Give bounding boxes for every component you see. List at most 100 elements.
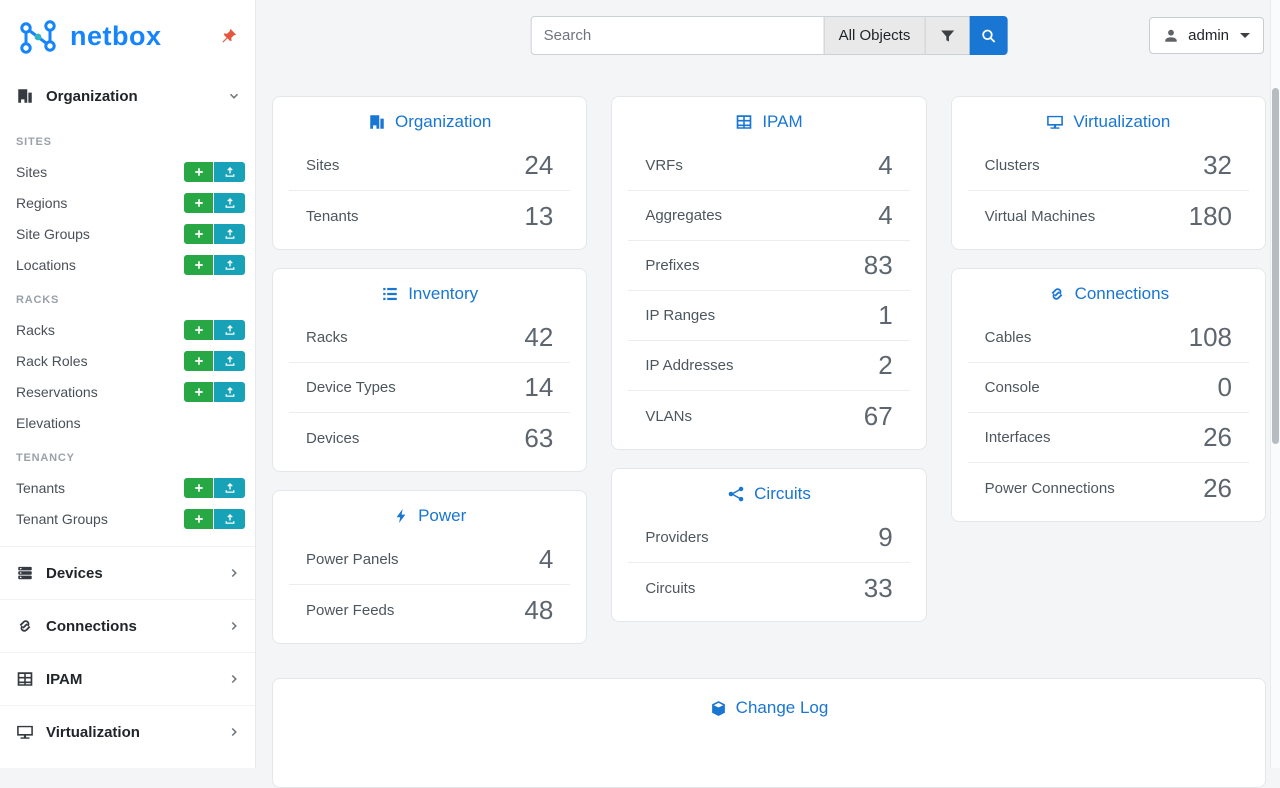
vertical-scrollbar[interactable]: [1270, 0, 1280, 768]
card-organization: Organization Sites 24 Tenants 13: [272, 96, 588, 250]
stat-value: 180: [1188, 200, 1232, 231]
sidebar-item-reservations[interactable]: Reservations: [0, 376, 255, 407]
circuits-nodes-icon: [727, 485, 745, 503]
stat-link[interactable]: Aggregates: [645, 207, 723, 224]
add-button[interactable]: [184, 350, 213, 371]
quick-actions: [184, 161, 245, 182]
import-button[interactable]: [214, 477, 245, 498]
filter-icon: [939, 28, 955, 44]
sidebar-group-ipam[interactable]: IPAM: [0, 653, 255, 705]
sidebar-item-site-groups[interactable]: Site Groups: [0, 218, 255, 249]
sidebar-group-virtualization[interactable]: Virtualization: [0, 706, 255, 758]
stat-link[interactable]: Console: [984, 379, 1040, 396]
stat-value: 24: [524, 150, 554, 180]
card-change-log: Change Log: [272, 678, 1266, 788]
user-menu-button[interactable]: admin: [1149, 17, 1264, 54]
search-scope-button[interactable]: All Objects: [823, 16, 926, 55]
stat-link[interactable]: Circuits: [645, 579, 696, 597]
nav-group-devices: Devices: [0, 546, 255, 599]
brand-text: netbox: [70, 20, 162, 51]
monitor-icon: [16, 723, 34, 741]
stat-link[interactable]: Cables: [984, 329, 1032, 346]
sidebar-item-elevations[interactable]: Elevations: [16, 414, 81, 431]
stat-link[interactable]: IP Addresses: [645, 357, 734, 374]
sidebar-group-devices[interactable]: Devices: [0, 547, 255, 599]
add-button[interactable]: [184, 161, 213, 182]
stat-link[interactable]: Clusters: [984, 157, 1040, 174]
group-label: Virtualization: [46, 723, 140, 741]
add-button[interactable]: [184, 381, 213, 402]
stat-link[interactable]: Power Feeds: [306, 601, 395, 619]
sidebar-item-tenant-groups[interactable]: Tenant Groups: [0, 503, 255, 534]
import-button[interactable]: [214, 381, 245, 402]
nav-group-virtualization: Virtualization: [0, 705, 255, 758]
card-title: Change Log: [273, 679, 1265, 718]
sidebar-item-racks[interactable]: Racks: [0, 314, 255, 345]
stat-link[interactable]: Sites: [306, 157, 340, 174]
add-button[interactable]: [184, 223, 213, 244]
ipam-table-icon: [735, 113, 753, 131]
card-virtualization: Virtualization Clusters 32 Virtual Machi…: [950, 96, 1266, 250]
netbox-logo[interactable]: netbox: [16, 16, 162, 56]
sidebar-item-sites[interactable]: Sites: [0, 156, 255, 187]
stat-value: 1: [878, 300, 893, 330]
group-label: IPAM: [46, 670, 83, 688]
quick-actions: [184, 223, 245, 244]
search-input[interactable]: [530, 16, 825, 55]
sidebar-item-locations[interactable]: Locations: [0, 249, 255, 280]
stat-value: 0: [1217, 372, 1232, 402]
sidebar-item-rack-roles[interactable]: Rack Roles: [0, 345, 255, 376]
import-button[interactable]: [214, 319, 245, 340]
stat-value: 4: [878, 200, 893, 230]
scrollbar-thumb[interactable]: [1272, 88, 1279, 444]
sidebar-item-tenants[interactable]: Tenants: [0, 472, 255, 503]
group-label: Connections: [46, 617, 137, 635]
card-title: Connections: [968, 269, 1249, 313]
add-button[interactable]: [184, 319, 213, 340]
stat-link[interactable]: IP Ranges: [645, 307, 716, 324]
import-button[interactable]: [214, 350, 245, 371]
add-button[interactable]: [184, 192, 213, 213]
organization-icon: [368, 113, 386, 131]
filter-button[interactable]: [924, 16, 971, 55]
import-button[interactable]: [214, 254, 245, 275]
chevron-right-icon: [227, 566, 241, 580]
stat-row: VLANs 67: [628, 391, 909, 441]
stat-value: 14: [524, 372, 554, 402]
stat-row: Devices 63: [289, 413, 570, 463]
import-button[interactable]: [214, 192, 245, 213]
stat-link[interactable]: Power Connections: [984, 479, 1115, 497]
stat-link[interactable]: VRFs: [645, 157, 683, 174]
organization-icon: [16, 87, 34, 105]
sidebar-item-regions[interactable]: Regions: [0, 187, 255, 218]
stat-link[interactable]: Providers: [645, 529, 709, 546]
pushpin-icon: [220, 28, 237, 45]
card-title: Power: [289, 491, 570, 535]
sidebar-group-organization[interactable]: Organization: [0, 70, 255, 122]
stat-link[interactable]: Prefixes: [645, 257, 700, 274]
cards-column-3: Virtualization Clusters 32 Virtual Machi…: [950, 96, 1266, 522]
stat-link[interactable]: Virtual Machines: [984, 207, 1096, 225]
stat-row: Virtual Machines 180: [968, 191, 1249, 241]
import-button[interactable]: [214, 508, 245, 529]
group-label: Devices: [46, 564, 103, 582]
add-button[interactable]: [184, 508, 213, 529]
cube-icon: [710, 700, 727, 717]
quick-actions: [184, 254, 245, 275]
quick-actions: [184, 477, 245, 498]
stat-link[interactable]: Interfaces: [984, 429, 1051, 446]
stat-link[interactable]: Devices: [306, 429, 360, 447]
stat-link[interactable]: VLANs: [645, 407, 693, 425]
stat-link[interactable]: Power Panels: [306, 551, 399, 568]
import-button[interactable]: [214, 161, 245, 182]
pin-sidebar-button[interactable]: [218, 26, 239, 47]
stat-link[interactable]: Device Types: [306, 379, 396, 396]
import-button[interactable]: [214, 223, 245, 244]
add-button[interactable]: [184, 477, 213, 498]
search-submit-button[interactable]: [969, 16, 1008, 55]
add-button[interactable]: [184, 254, 213, 275]
stat-link[interactable]: Racks: [306, 329, 348, 346]
stat-link[interactable]: Tenants: [306, 207, 359, 225]
sidebar-group-connections[interactable]: Connections: [0, 600, 255, 652]
stat-row: Sites 24: [289, 141, 571, 191]
